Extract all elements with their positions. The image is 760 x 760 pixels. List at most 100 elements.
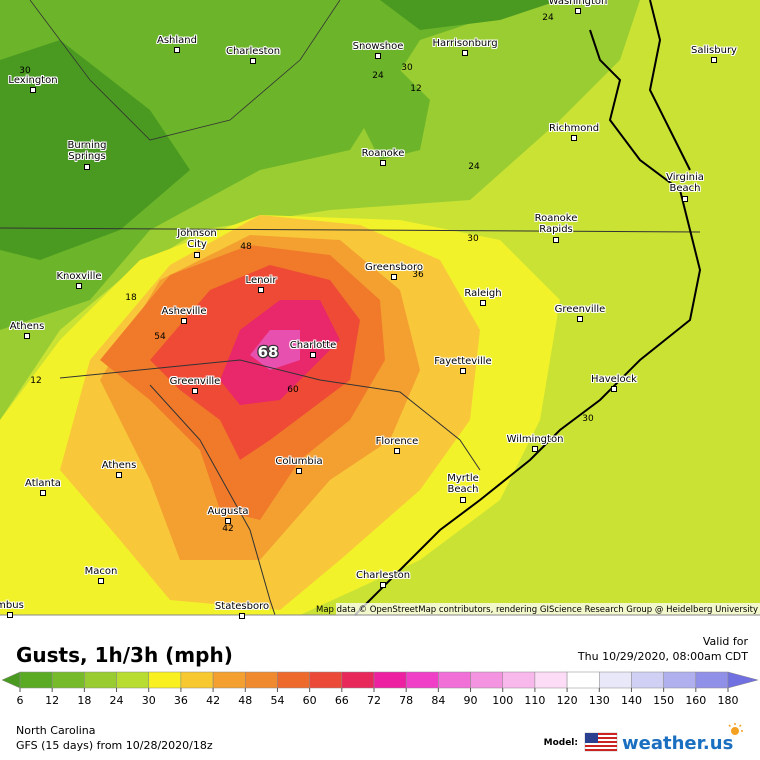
city-marker <box>30 87 36 93</box>
city-label: Roanoke <box>361 148 405 159</box>
city-marker <box>380 160 386 166</box>
contour-label: 60 <box>287 385 299 395</box>
contour-label: 48 <box>240 242 252 252</box>
colorbar-tick-label: 110 <box>524 694 545 707</box>
colorbar-swatch <box>309 671 343 689</box>
contour-label: 30 <box>19 66 31 76</box>
contour-label: 30 <box>401 63 413 73</box>
city-label: Wilmington <box>506 434 564 445</box>
city-marker <box>394 448 400 454</box>
city-marker <box>258 287 264 293</box>
city-marker <box>84 164 90 170</box>
city-marker <box>310 352 316 358</box>
contour-label: 24 <box>372 71 384 81</box>
city-label: Lenoir <box>245 275 277 286</box>
city-label: Myrtle Beach <box>447 473 479 495</box>
city-label: Fayetteville <box>434 356 492 367</box>
valid-label: Valid for <box>703 635 749 648</box>
city-label: Johnson City <box>177 228 217 250</box>
colorbar-swatch <box>1 671 21 689</box>
city-label: Lexington <box>8 75 58 86</box>
colorbar-tick-label: 48 <box>238 694 252 707</box>
city-label: Charleston <box>355 570 411 581</box>
city-marker <box>380 582 386 588</box>
city-marker <box>571 135 577 141</box>
colorbar-swatch <box>663 671 697 689</box>
attribution-bg <box>336 603 760 615</box>
colorbar-tick-label: 18 <box>77 694 91 707</box>
colorbar-tick-label: 60 <box>303 694 317 707</box>
colorbar-swatch <box>599 671 632 689</box>
city-label: Roanoke Rapids <box>534 213 578 235</box>
contour-label: 12 <box>30 376 41 386</box>
colorbar-tick-label: 72 <box>367 694 381 707</box>
contour-label: 24 <box>542 13 554 23</box>
logo-sun <box>728 723 743 735</box>
colorbar-tick-label: 66 <box>335 694 349 707</box>
colorbar-tick-label: 30 <box>142 694 156 707</box>
colorbar-swatch <box>438 671 471 689</box>
city-label: Asheville <box>161 306 207 317</box>
contour-label: 24 <box>468 162 480 172</box>
colorbar-tick-label: 130 <box>589 694 610 707</box>
colorbar-tick-label: 24 <box>110 694 124 707</box>
colorbar-tick-label: 90 <box>464 694 478 707</box>
city-label: Greenville <box>554 304 606 315</box>
contour-label: 36 <box>412 270 424 280</box>
colorbar-swatch <box>212 671 246 689</box>
contour-label: 18 <box>125 293 137 303</box>
city-marker <box>239 613 245 619</box>
contour-label: 12 <box>410 84 421 94</box>
city-label: Washington <box>548 0 608 7</box>
city-label: Havelock <box>591 374 637 385</box>
city-label: Snowshoe <box>352 41 404 52</box>
city-label: Columbia <box>275 456 323 467</box>
colorbar-swatch <box>277 671 310 689</box>
city-marker <box>375 53 381 59</box>
colorbar-tick-label: 78 <box>399 694 413 707</box>
city-marker <box>682 196 688 202</box>
city-marker <box>174 47 180 53</box>
city-marker <box>98 578 104 584</box>
colorbar-tick-label: 54 <box>270 694 284 707</box>
city-label: Charleston <box>225 46 281 57</box>
contour-label: 42 <box>222 524 233 534</box>
city-marker <box>181 318 187 324</box>
city-marker <box>575 8 581 14</box>
city-marker <box>250 58 256 64</box>
colorbar-swatch <box>116 671 149 689</box>
city-label: Macon <box>84 566 118 577</box>
contour-label: 30 <box>467 234 479 244</box>
city-label: Athens <box>101 460 137 471</box>
city-label: mbus <box>0 600 24 611</box>
city-label: Harrisonburg <box>432 38 498 49</box>
logo: weather.us <box>622 733 733 754</box>
city-marker <box>462 50 468 56</box>
city-label: Ashland <box>157 35 197 46</box>
colorbar-swatch <box>19 671 53 689</box>
colorbar-swatch <box>51 671 85 689</box>
valid-time: Thu 10/29/2020, 08:00am CDT <box>577 650 748 663</box>
city-label: Knoxville <box>56 271 102 282</box>
city-marker <box>553 237 559 243</box>
colorbar-tick-label: 12 <box>45 694 59 707</box>
colorbar-tick-label: 180 <box>718 694 739 707</box>
city-label: Greenville <box>169 376 221 387</box>
contour-label: 68 <box>258 343 279 361</box>
contour-label: 54 <box>154 332 166 342</box>
colorbar-tick-label: 6 <box>17 694 24 707</box>
colorbar-tick-label: 42 <box>206 694 220 707</box>
city-marker <box>24 333 30 339</box>
city-marker <box>116 472 122 478</box>
city-marker <box>480 300 486 306</box>
city-marker <box>460 497 466 503</box>
colorbar-swatch <box>148 671 182 689</box>
city-label: Atlanta <box>25 478 61 489</box>
contour-label: 30 <box>582 414 594 424</box>
city-marker <box>40 490 46 496</box>
city-marker <box>532 446 538 452</box>
city-marker <box>460 368 466 374</box>
city-marker <box>7 612 13 618</box>
colorbar-tick-label: 36 <box>174 694 188 707</box>
colorbar-tick-label: 120 <box>557 694 578 707</box>
